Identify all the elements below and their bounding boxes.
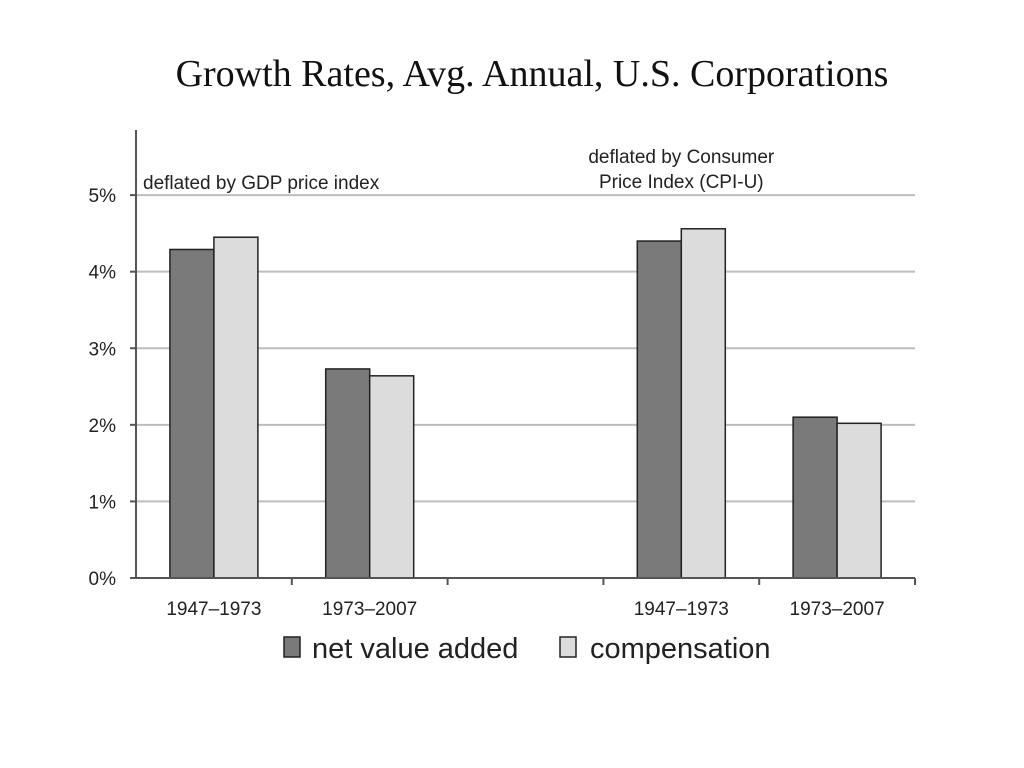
chart-title: Growth Rates, Avg. Annual, U.S. Corporat… [175,53,889,95]
bars [169,228,882,579]
legend-swatch [559,636,577,658]
labels: deflated by GDP price index deflated by C… [143,147,775,194]
y-tick-label: 2% [89,416,117,437]
y-tick-label: 3% [89,339,117,360]
x-tick-label: 1973–2007 [322,599,417,620]
panel-annotation: deflated by Consumer [588,147,775,168]
axes: 0% 1% 2% 3% 4% 5% 1947–1973 1973–2007 1947–1973 1… [89,130,916,620]
bar-compensation [368,375,415,579]
x-tick-label: 1947–1973 [166,599,261,620]
panel-annotation: deflated by GDP price index [143,173,380,194]
bar-net-value-added [324,368,371,579]
x-tick-label: 1947–1973 [634,599,729,620]
panel-annotation: Price Index (CPI-U) [599,172,764,193]
y-tick-label: 4% [89,263,117,284]
y-tick-label: 1% [89,492,117,513]
bar-net-value-added [636,240,683,579]
bar-net-value-added [169,248,215,579]
legend-swatch [283,636,301,658]
legend-label: compensation [590,633,771,665]
bar-compensation [213,236,259,579]
y-tick-label: 5% [89,186,117,207]
bar-net-value-added [792,416,838,579]
bar-compensation [680,228,727,579]
bar-compensation [836,422,882,579]
y-tick-label: 0% [89,569,117,590]
x-tick-label: 1973–2007 [790,599,885,620]
legend: net value added compensation [283,633,771,665]
gridlines [136,194,915,503]
legend-label: net value added [312,633,518,665]
